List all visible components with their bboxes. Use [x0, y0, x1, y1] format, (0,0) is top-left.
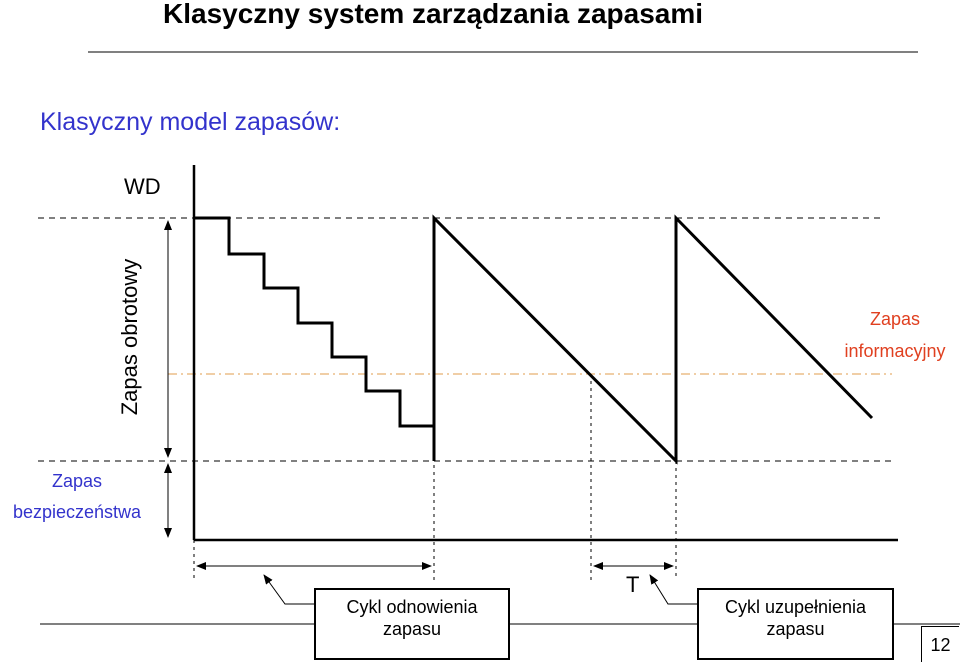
cykl-odnowienia-callout: Cykl odnowienia zapasu: [314, 588, 510, 660]
renewal-callout-leader: [263, 574, 314, 605]
slide-title: Klasyczny system zarządzania zapasami: [163, 0, 704, 29]
zapas-obrotowy-label: Zapas obrotowy: [117, 258, 142, 416]
page-number: 12: [921, 626, 959, 662]
staircase-demand-curve: [194, 216, 436, 461]
lead-time-label: T: [626, 572, 640, 597]
wd-label: WD: [124, 174, 161, 199]
supply-callout-leader: [649, 574, 697, 605]
cykl-uzupelnienia-callout: Cykl uzupełnienia zapasu: [697, 588, 894, 660]
sawtooth-curve: [432, 214, 874, 465]
zapas-bezpieczenstwa-label: Zapas bezpieczeństwa: [12, 471, 142, 522]
slide-subtitle: Klasyczny model zapasów:: [40, 108, 341, 136]
zapas-informacyjny-label: Zapas informacyjny: [844, 309, 946, 361]
